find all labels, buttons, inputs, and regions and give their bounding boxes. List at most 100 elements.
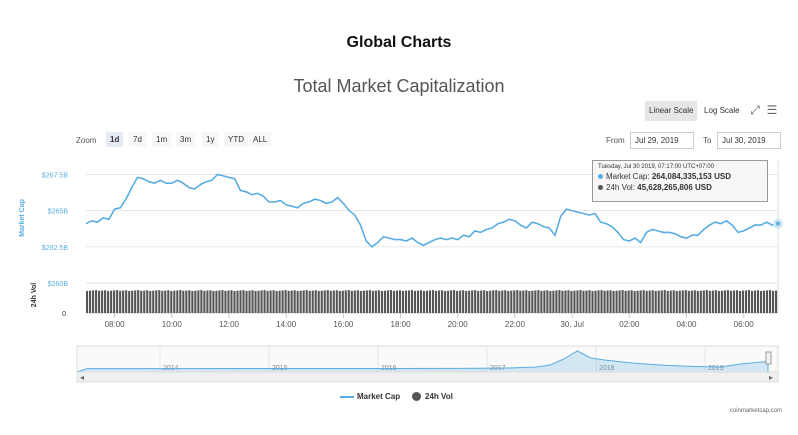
volume-bar (549, 291, 552, 313)
volume-bar (119, 290, 122, 313)
volume-bar (474, 290, 477, 313)
volume-bar (104, 290, 107, 313)
zoom-all-button[interactable]: ALL (249, 132, 272, 147)
page-title: Global Charts (346, 34, 452, 51)
volume-bar (128, 291, 131, 313)
volume-bar (272, 290, 275, 313)
volume-bar (708, 290, 711, 313)
zoom-3m-button[interactable]: 3m (176, 132, 196, 147)
volume-bar (296, 291, 299, 313)
tooltip-volume-value: 45,628,265,806 USD (637, 183, 712, 192)
zoom-7d-button[interactable]: 7d (129, 132, 146, 147)
volume-bar (212, 291, 215, 313)
zoom-1m-button[interactable]: 1m (152, 132, 172, 147)
volume-bar (507, 291, 510, 313)
volume-bar (338, 291, 341, 313)
volume-bar (462, 290, 465, 313)
volume-bar (678, 290, 681, 313)
from-date-input[interactable]: Jul 29, 2019 (630, 132, 694, 149)
zoom-label: Zoom (76, 136, 97, 145)
volume-bar (705, 290, 708, 313)
volume-bar (134, 290, 137, 313)
volume-bar (567, 290, 570, 313)
volume-bar (765, 290, 769, 313)
volume-bar (419, 290, 423, 313)
menu-icon[interactable]: ☰ (766, 103, 778, 117)
volume-bar (603, 290, 606, 313)
volume-bar (675, 291, 678, 313)
volume-bar (498, 290, 501, 313)
to-date-input[interactable]: Jul 30, 2019 (717, 132, 781, 149)
volume-bar (371, 290, 374, 313)
log-scale-button[interactable]: Log Scale (704, 106, 740, 115)
volume-bar (263, 290, 266, 313)
volume-bar (122, 290, 125, 313)
volume-bar (251, 290, 254, 313)
x-tick-label: 14:00 (276, 320, 297, 329)
volume-bar (131, 290, 134, 313)
volume-bar (356, 290, 359, 313)
volume-bar (323, 290, 326, 313)
volume-bar (260, 290, 263, 313)
volume-bar (215, 290, 218, 313)
zoom-1y-button[interactable]: 1y (202, 132, 219, 147)
legend-volume[interactable]: 24h Vol (412, 392, 453, 402)
market-cap-line (85, 173, 779, 248)
volume-bar (191, 291, 194, 313)
volume-bar (320, 290, 323, 313)
volume-bar (582, 290, 585, 313)
volume-bar (137, 290, 140, 313)
volume-bar (218, 290, 221, 313)
volume-bar (492, 290, 495, 313)
volume-bar (486, 291, 489, 313)
volume-bar (534, 290, 537, 313)
chart-title: Total Market Capitalization (293, 76, 505, 96)
volume-bar (477, 290, 480, 313)
volume-bar (528, 291, 531, 313)
credit-link[interactable]: coinmarketcap.com (729, 408, 782, 414)
zoom-1d-button[interactable]: 1d (106, 132, 124, 147)
volume-bar (287, 290, 290, 313)
volume-bar (341, 290, 344, 313)
volume-bar (389, 290, 392, 313)
volume-bar (606, 290, 609, 313)
volume-bar (245, 290, 248, 313)
volume-bar (428, 290, 432, 313)
volume-bar (167, 290, 170, 313)
volume-bar (693, 290, 696, 313)
volume-bar (353, 290, 356, 313)
volume-bar (146, 290, 149, 313)
volume-bar (224, 290, 227, 313)
volume-bar (447, 290, 450, 313)
volume-bar (395, 290, 399, 313)
volume-bar (489, 290, 492, 313)
volume-bar (404, 290, 408, 313)
volume-bar (107, 291, 110, 313)
tooltip-market-cap: Market Cap: 264,084,335,153 USD (598, 172, 762, 181)
fullscreen-icon[interactable]: ⤢ (750, 103, 760, 117)
volume-tick-label: 0 (62, 311, 66, 318)
legend-market-cap[interactable]: Market Cap (340, 392, 400, 401)
linear-scale-button[interactable]: Linear Scale (645, 101, 698, 121)
volume-bar (585, 290, 588, 313)
volume-bar (281, 290, 284, 313)
x-tick-label: 02:00 (619, 320, 640, 329)
volume-bar (702, 290, 705, 313)
volume-bar (188, 290, 191, 313)
volume-bar (92, 290, 95, 313)
y-tick-label: $265B (48, 209, 69, 216)
volume-bar (185, 290, 188, 313)
volume-bar (633, 291, 636, 313)
volume-bar (416, 290, 420, 313)
x-tick-label: 12:00 (219, 320, 240, 329)
volume-bar (537, 290, 540, 313)
volume-bar (642, 290, 645, 313)
volume-bar (329, 290, 332, 313)
volume-bar (624, 290, 627, 313)
volume-bar (86, 291, 89, 313)
volume-bar (227, 290, 230, 313)
volume-bar (615, 290, 618, 313)
volume-bar (588, 290, 591, 313)
zoom-ytd-button[interactable]: YTD (224, 132, 248, 147)
